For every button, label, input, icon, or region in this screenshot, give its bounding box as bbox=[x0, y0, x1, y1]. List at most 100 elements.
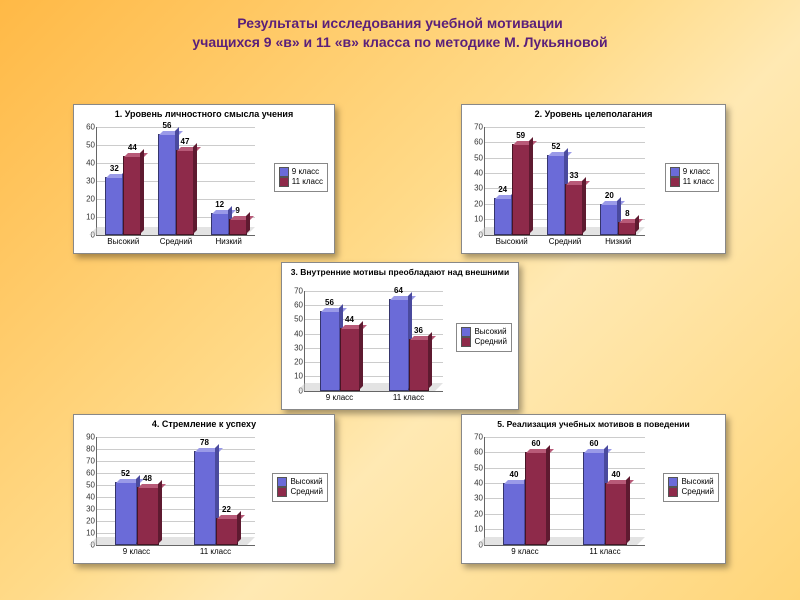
title-line-1: Результаты исследования учебной мотиваци… bbox=[237, 15, 563, 31]
bar-value: 52 bbox=[552, 142, 561, 151]
bar: 78 bbox=[194, 451, 216, 545]
bar: 33 bbox=[565, 184, 583, 235]
legend-item: 11 класс bbox=[279, 177, 323, 187]
bar-value: 60 bbox=[532, 439, 541, 448]
bar-value: 40 bbox=[612, 470, 621, 479]
legend: ВысокийСредний bbox=[663, 473, 719, 502]
chart-title: 2. Уровень целеполагания bbox=[462, 105, 725, 119]
plot-area: 01020304050603244Высокий5647Средний129Ни… bbox=[96, 127, 255, 236]
legend-item: 9 класс bbox=[279, 167, 323, 177]
bar-value: 64 bbox=[394, 286, 403, 295]
y-tick-label: 30 bbox=[294, 343, 305, 352]
y-tick-label: 20 bbox=[294, 358, 305, 367]
bar: 40 bbox=[503, 483, 525, 545]
plot-area: 0102030405060702459Высокий5233Средний208… bbox=[484, 127, 645, 236]
bar-group: 2459 bbox=[494, 127, 530, 235]
y-tick-label: 50 bbox=[86, 140, 97, 149]
chart-title: 1. Уровень личностного смысла учения bbox=[74, 105, 334, 119]
bar: 60 bbox=[583, 452, 605, 545]
legend: ВысокийСредний bbox=[456, 323, 512, 352]
bar-value: 44 bbox=[128, 143, 137, 152]
legend-item: 11 класс bbox=[670, 177, 714, 187]
bar: 9 bbox=[229, 219, 247, 235]
chart-1: 1. Уровень личностного смысла учения0102… bbox=[73, 104, 335, 254]
legend-swatch bbox=[461, 327, 471, 337]
y-tick-label: 70 bbox=[86, 456, 97, 465]
y-tick-label: 30 bbox=[86, 176, 97, 185]
y-tick-label: 40 bbox=[474, 479, 485, 488]
bar-value: 59 bbox=[516, 131, 525, 140]
bar: 40 bbox=[605, 483, 627, 545]
x-tick-label: Низкий bbox=[605, 235, 631, 246]
y-tick-label: 20 bbox=[474, 199, 485, 208]
chart-5: 5. Реализация учебных мотивов в поведени… bbox=[461, 414, 726, 564]
y-tick-label: 60 bbox=[474, 448, 485, 457]
legend-label: Высокий bbox=[681, 477, 713, 487]
y-tick-label: 10 bbox=[474, 525, 485, 534]
plot-area: 010203040506070809052489 класс782211 кла… bbox=[96, 437, 255, 546]
chart-title: 5. Реализация учебных мотивов в поведени… bbox=[462, 415, 725, 429]
y-tick-label: 90 bbox=[86, 432, 97, 441]
bar-group: 4060 bbox=[503, 437, 547, 545]
legend: 9 класс11 класс bbox=[665, 163, 719, 192]
plot-area: 01020304050607056449 класс643611 класс bbox=[304, 291, 443, 392]
bar: 44 bbox=[123, 156, 141, 235]
x-tick-label: 9 класс bbox=[326, 391, 353, 402]
bar: 60 bbox=[525, 452, 547, 545]
bar: 32 bbox=[105, 177, 123, 235]
y-tick-label: 60 bbox=[86, 468, 97, 477]
bar-value: 78 bbox=[200, 438, 209, 447]
bar-value: 20 bbox=[605, 191, 614, 200]
bar-value: 8 bbox=[625, 209, 629, 218]
x-tick-label: Низкий bbox=[215, 235, 241, 246]
bar-value: 12 bbox=[215, 200, 224, 209]
bar-group: 20 8 bbox=[600, 127, 636, 235]
chart-title: 3. Внутренние мотивы преобладают над вне… bbox=[282, 263, 518, 277]
y-tick-label: 40 bbox=[474, 169, 485, 178]
y-tick-label: 20 bbox=[474, 509, 485, 518]
legend-label: 9 класс bbox=[683, 167, 710, 177]
bar: 44 bbox=[340, 328, 360, 391]
legend-swatch bbox=[277, 477, 287, 487]
legend-swatch bbox=[279, 177, 289, 187]
legend-item: Высокий bbox=[461, 327, 507, 337]
y-tick-label: 30 bbox=[474, 184, 485, 193]
bar: 47 bbox=[176, 150, 194, 235]
legend-item: Средний bbox=[277, 487, 323, 497]
chart-2: 2. Уровень целеполагания0102030405060702… bbox=[461, 104, 726, 254]
title-line-2: учащихся 9 «в» и 11 «в» класса по методи… bbox=[192, 34, 607, 50]
y-tick-label: 60 bbox=[474, 138, 485, 147]
charts-stage: 1. Уровень личностного смысла учения 0102… bbox=[0, 56, 800, 596]
legend-label: Высокий bbox=[290, 477, 322, 487]
bar-value: 60 bbox=[590, 439, 599, 448]
legend-label: 11 класс bbox=[683, 177, 714, 187]
y-tick-label: 70 bbox=[474, 432, 485, 441]
y-tick-label: 60 bbox=[294, 301, 305, 310]
y-tick-label: 80 bbox=[86, 444, 97, 453]
legend-item: Высокий bbox=[277, 477, 323, 487]
y-tick-label: 10 bbox=[474, 215, 485, 224]
bar-group: 5644 bbox=[320, 291, 360, 391]
legend-swatch bbox=[670, 177, 680, 187]
bar: 20 bbox=[600, 204, 618, 235]
bar-group: 3244 bbox=[105, 127, 141, 235]
chart-3: 3. Внутренние мотивы преобладают над вне… bbox=[281, 262, 519, 410]
bar: 59 bbox=[512, 144, 530, 235]
chart-title: 4. Стремление к успеху bbox=[74, 415, 334, 429]
legend: ВысокийСредний bbox=[272, 473, 328, 502]
x-tick-label: Средний bbox=[549, 235, 582, 246]
bar: 24 bbox=[494, 198, 512, 235]
legend-label: Средний bbox=[290, 487, 323, 497]
bar-value: 24 bbox=[498, 185, 507, 194]
legend-item: Высокий bbox=[668, 477, 714, 487]
bar-group: 5248 bbox=[115, 437, 159, 545]
bar-value: 36 bbox=[414, 326, 423, 335]
legend-swatch bbox=[668, 477, 678, 487]
y-tick-label: 30 bbox=[474, 494, 485, 503]
y-tick-label: 50 bbox=[474, 153, 485, 162]
x-tick-label: 11 класс bbox=[589, 545, 620, 556]
y-tick-label: 60 bbox=[86, 122, 97, 131]
bar-group: 7822 bbox=[194, 437, 238, 545]
x-tick-label: Высокий bbox=[496, 235, 528, 246]
y-tick-label: 10 bbox=[294, 372, 305, 381]
